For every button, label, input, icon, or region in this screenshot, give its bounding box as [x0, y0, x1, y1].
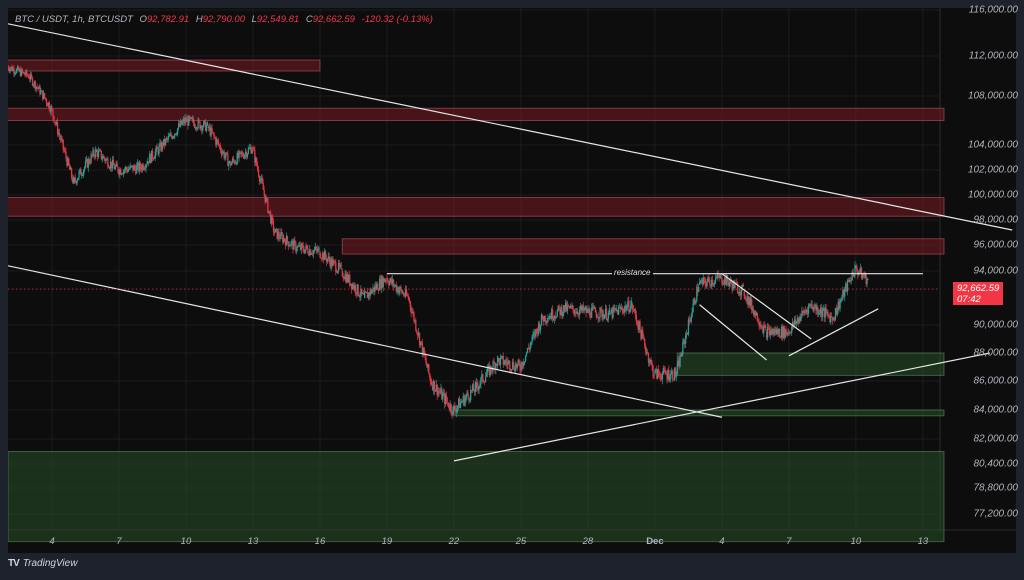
- price-tick-label: 84,000.00: [973, 404, 1019, 416]
- tradingview-brand[interactable]: TV TradingView: [8, 558, 77, 569]
- symbol-label[interactable]: BTC / USDT, 1h, BTCUSDT: [15, 14, 133, 25]
- time-tick-label: 25: [515, 536, 527, 547]
- time-axis[interactable]: 4 7 10 13 16 19 22 25 28 Dec 4 7 10 13: [8, 530, 1016, 553]
- high-label: H: [195, 14, 203, 25]
- price-tick-label: 86,000.00: [973, 375, 1019, 387]
- resistance-label: resistance: [612, 267, 653, 277]
- price-chart-canvas[interactable]: [8, 8, 1016, 553]
- price-tick-label: 80,400.00: [973, 458, 1019, 470]
- chart-frame[interactable]: [8, 8, 1016, 553]
- brand-name: TradingView: [22, 558, 78, 569]
- price-axis[interactable]: 116,000.00 112,000.00 108,000.00 104,000.00…: [940, 0, 1024, 530]
- high-value: 92,790.00: [202, 14, 245, 25]
- last-price-value: 92,662.59: [957, 283, 1000, 294]
- time-tick-label: 7: [786, 536, 792, 547]
- time-tick-label: 19: [381, 536, 393, 547]
- price-tick-label: 108,000.00: [967, 90, 1018, 102]
- time-tick-label: 22: [448, 536, 460, 547]
- time-tick-label: 28: [582, 536, 594, 547]
- price-tick-label: 78,800.00: [973, 482, 1019, 494]
- last-price-badge: 92,662.59 07:42: [953, 282, 1003, 305]
- open-value: 92,782.91: [146, 14, 190, 25]
- time-tick-label: 13: [917, 536, 929, 547]
- bar-countdown: 07:42: [957, 294, 981, 305]
- open-label: O: [139, 14, 147, 25]
- time-tick-label: 10: [850, 536, 862, 547]
- close-value: 92,662.59: [312, 14, 355, 25]
- time-tick-label: 4: [719, 536, 725, 547]
- tradingview-logo-icon: TV: [8, 558, 20, 569]
- price-tick-label: 98,000.00: [973, 214, 1019, 226]
- price-tick-label: 104,000.00: [967, 139, 1018, 151]
- low-label: L: [251, 14, 257, 25]
- price-tick-label: 102,000.00: [967, 164, 1018, 176]
- price-tick-label: 88,000.00: [973, 347, 1019, 359]
- ohlc-legend: BTC / USDT, 1h, BTCUSDT O92,782.91 H92,7…: [15, 14, 433, 25]
- price-tick-label: 90,000.00: [973, 319, 1019, 331]
- time-tick-label: 7: [116, 536, 122, 547]
- price-tick-label: 116,000.00: [968, 4, 1018, 16]
- price-tick-label: 94,000.00: [973, 265, 1019, 277]
- price-tick-label: 112,000.00: [968, 50, 1018, 62]
- time-tick-label: 13: [247, 536, 259, 547]
- price-tick-label: 96,000.00: [973, 239, 1019, 251]
- close-label: C: [305, 14, 313, 25]
- time-tick-label: 4: [49, 536, 55, 547]
- time-tick-label: 16: [314, 536, 326, 547]
- price-tick-label: 82,000.00: [973, 433, 1019, 445]
- time-tick-label: 10: [180, 536, 192, 547]
- time-tick-label: Dec: [646, 536, 664, 547]
- low-value: 92,549.81: [256, 14, 300, 25]
- price-tick-label: 100,000.00: [967, 189, 1018, 201]
- price-tick-label: 77,200.00: [973, 508, 1019, 520]
- change-value: -120.32 (-0.13%): [361, 14, 433, 25]
